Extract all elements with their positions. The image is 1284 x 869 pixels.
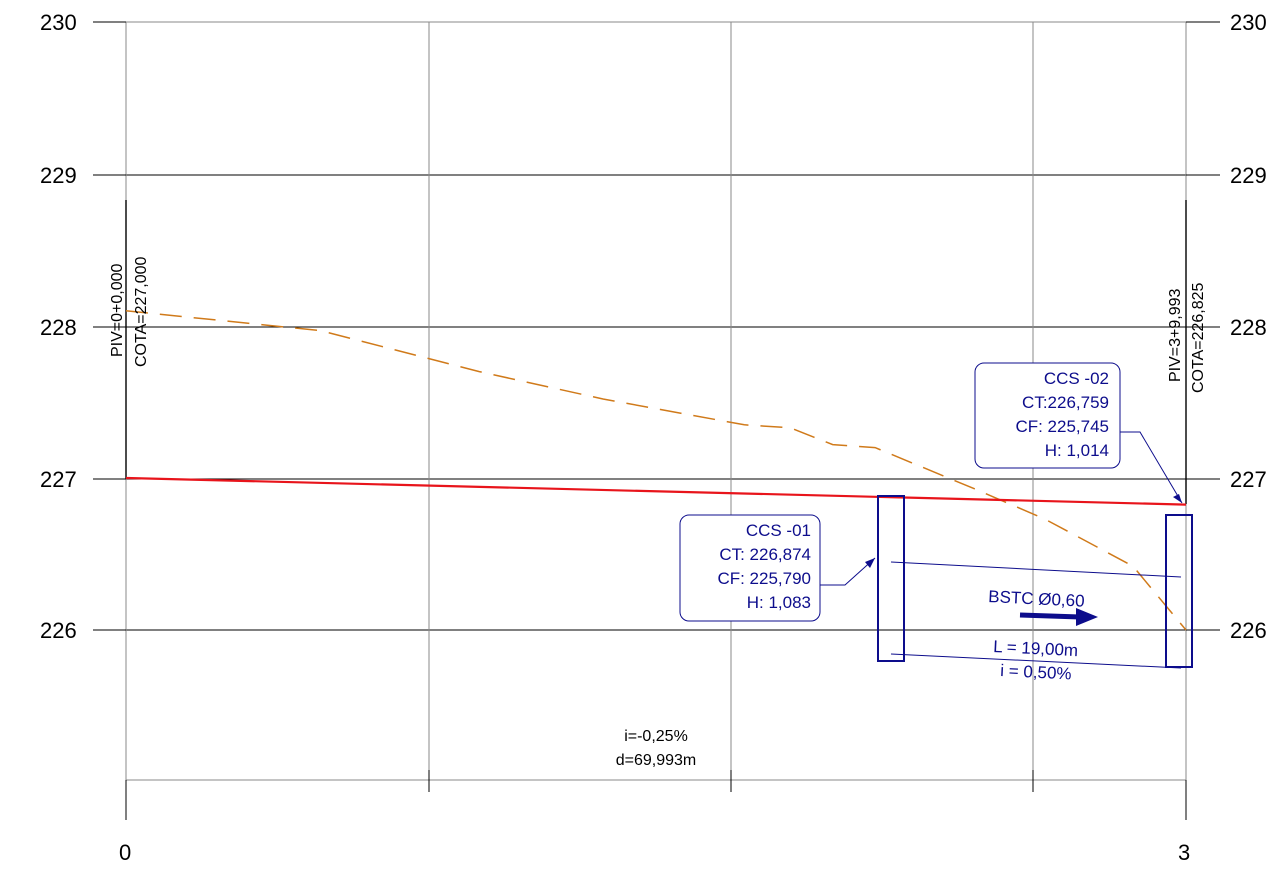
- callout-ccs-01: CCS -01 CT: 226,874 CF: 225,790 H: 1,083: [679, 514, 876, 622]
- grade-slope-value: i=-0,25%: [624, 728, 688, 745]
- callout-ccs-01-leader: [820, 557, 876, 586]
- grid-lines: [93, 21, 1220, 820]
- piv-end-label: PIV=3+9,993 COTA=226,825: [1167, 282, 1207, 393]
- callout-ccs-01-box: [679, 514, 821, 622]
- ccs-02-cf: CF: 225,745: [1015, 417, 1109, 436]
- y-tick-left-226: 226: [40, 618, 77, 643]
- y-axis-labels-left: 230 229 228 227 226: [40, 10, 77, 643]
- x-tick-3: 3: [1178, 840, 1190, 865]
- pipe-crown-line: [890, 561, 1182, 578]
- y-tick-right-228: 228: [1230, 315, 1267, 340]
- y-tick-left-227: 227: [40, 467, 77, 492]
- pipe-length: L = 19,00m: [993, 637, 1079, 660]
- piv-end-elevation: COTA=226,825: [1190, 282, 1207, 393]
- ccs-02-h: H: 1,014: [1045, 441, 1109, 460]
- chamber-ccs-02: [1165, 514, 1193, 668]
- ccs-02-name: CCS -02: [1044, 369, 1109, 388]
- pipe-label: BSTC Ø0,60: [988, 587, 1085, 611]
- x-axis-labels: 0 3: [119, 840, 1190, 865]
- y-tick-right-229: 229: [1230, 163, 1267, 188]
- chamber-ccs-01: [877, 495, 905, 662]
- y-tick-left-228: 228: [40, 315, 77, 340]
- y-tick-right-226: 226: [1230, 618, 1267, 643]
- ccs-01-h: H: 1,083: [747, 593, 811, 612]
- grade-line: [125, 476, 1187, 506]
- ccs-01-ct: CT: 226,874: [719, 545, 811, 564]
- y-axis-labels-right: 230 229 228 227 226: [1230, 10, 1267, 643]
- y-tick-left-229: 229: [40, 163, 77, 188]
- terrain-dashed-line: [125, 310, 1187, 631]
- callout-ccs-02: CCS -02 CT:226,759 CF: 225,745 H: 1,014: [974, 362, 1183, 504]
- flow-arrow-icon: [1019, 608, 1098, 626]
- ccs-01-cf: CF: 225,790: [717, 569, 811, 588]
- piv-end-station: PIV=3+9,993: [1167, 288, 1184, 382]
- x-tick-0: 0: [119, 840, 131, 865]
- piv-start-station: PIV=0+0,000: [109, 263, 126, 357]
- callout-ccs-01-arrowhead: [865, 558, 875, 568]
- callout-ccs-02-box: [974, 362, 1121, 469]
- y-tick-left-230: 230: [40, 10, 77, 35]
- piv-start-label: PIV=0+0,000 COTA=227,000: [109, 256, 150, 367]
- callout-ccs-02-leader: [1120, 431, 1183, 504]
- callout-ccs-02-arrowhead: [1173, 494, 1182, 503]
- pipe-invert-line: [890, 653, 1182, 669]
- piv-start-elevation: COTA=227,000: [133, 256, 150, 367]
- y-tick-right-230: 230: [1230, 10, 1267, 35]
- ccs-01-name: CCS -01: [746, 521, 811, 540]
- y-tick-right-227: 227: [1230, 467, 1267, 492]
- pipe-slope: i = 0,50%: [1000, 661, 1072, 683]
- ccs-02-ct: CT:226,759: [1022, 393, 1109, 412]
- grade-distance-value: d=69,993m: [616, 752, 697, 769]
